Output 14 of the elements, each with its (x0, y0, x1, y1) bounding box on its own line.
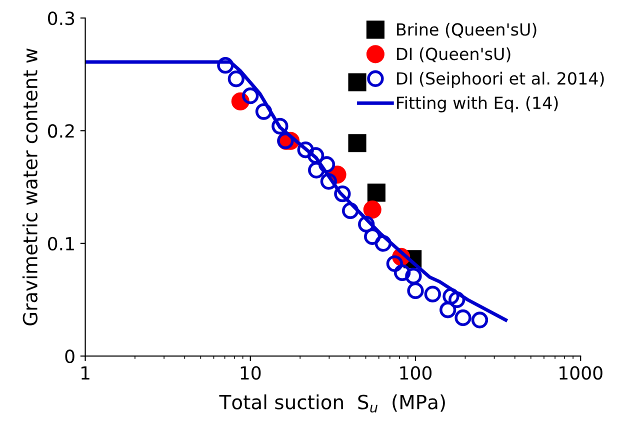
y-tick-label: 0.3 (48, 11, 74, 26)
legend-label: DI (Queen'sU) (397, 47, 510, 62)
x-tick-label: 10 (240, 366, 261, 380)
y-tick-label: 0 (65, 350, 74, 364)
x-tick-label: 1000 (560, 366, 602, 380)
x-axis-title: Total suction S$_{u}$ (MPa) (219, 394, 445, 413)
y-axis-title: Gravimetric water content w (22, 48, 38, 326)
x-tick-label: 100 (400, 366, 432, 380)
x-tick-label: 1 (82, 366, 90, 380)
y-tick-label: 0.1 (48, 236, 74, 250)
legend-label: DI (Seiphoori et al. 2014) (397, 72, 604, 88)
legend-label: Brine (Queen'sU) (397, 22, 536, 38)
y-tick-label: 0.2 (48, 124, 74, 138)
legend-label: Fitting with Eq. (14) (397, 96, 558, 112)
